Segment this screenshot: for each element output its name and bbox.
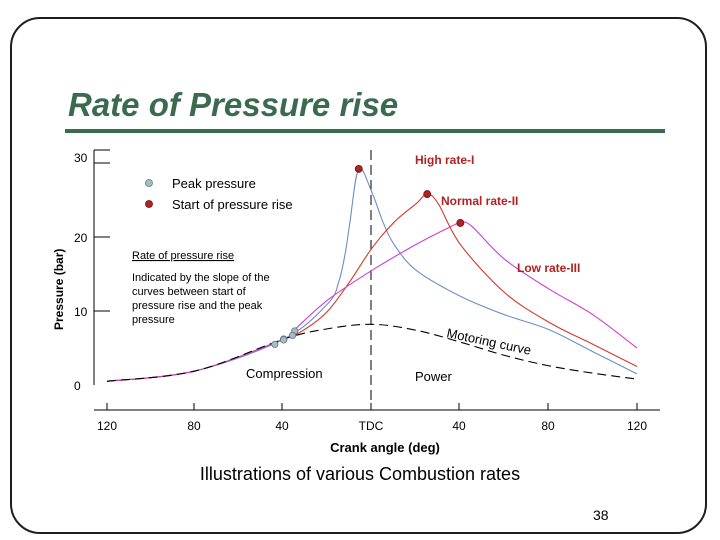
rate-note-line: curves between start of [132,286,247,298]
series-line-2 [106,221,638,382]
rate-note-line: pressure rise and the peak [132,300,263,312]
peak-point [354,165,363,173]
compression-point [288,331,297,340]
x-tick-label: 80 [187,419,201,433]
x-tick-label: 120 [97,419,117,433]
peak-point [423,190,432,198]
motoring-label: Motoring curve [445,325,532,358]
chart-markers [271,165,465,348]
rate-heading: Rate of pressure rise [132,250,234,262]
y-tick-label: 10 [74,305,88,319]
y-axis-title: Pressure (bar) [52,249,66,330]
y-tick-label: 30 [74,151,88,165]
page-number: 38 [593,507,609,523]
compression-label: Compression [246,366,323,381]
title-underline [65,129,665,133]
slide-title: Rate of Pressure rise [68,86,399,123]
legend-peak-label: Peak pressure [172,176,256,191]
legend-start-marker [145,200,153,208]
x-tick-label: 40 [452,419,466,433]
power-label: Power [415,369,453,384]
chart-curves [106,167,638,382]
x-tick-label: 40 [275,419,289,433]
peak-point [456,219,465,227]
label-high-rate: High rate-I [415,153,474,167]
label-low-rate: Low rate-III [517,261,580,275]
legend-start-label: Start of pressure rise [172,197,293,212]
series-line-0 [106,167,638,382]
rate-note-line: Indicated by the slope of the [132,272,270,284]
compression-point [280,336,288,344]
series-line-3 [106,323,638,382]
x-axis-title: Crank angle (deg) [330,440,440,455]
x-tick-label: 120 [627,419,647,433]
y-tick-label: 0 [74,379,81,393]
chart-axes: 0 10 20 30 Pressure (bar) 120 80 40 TDC 40 80 120 Cr… [52,149,660,455]
rate-note-line: pressure [132,314,175,326]
chart-labels: High rate-I Normal rate-II Low rate-III Pea… [132,153,580,384]
legend-peak-marker [145,179,153,187]
x-tick-label: TDC [359,419,384,433]
compression-point [271,340,279,348]
label-normal-rate: Normal rate-II [441,194,518,208]
y-tick-label: 20 [74,231,88,245]
x-tick-label: 80 [541,419,555,433]
slide-subtitle: Illustrations of various Combustion rate… [199,464,521,484]
slide-frame [10,17,707,534]
